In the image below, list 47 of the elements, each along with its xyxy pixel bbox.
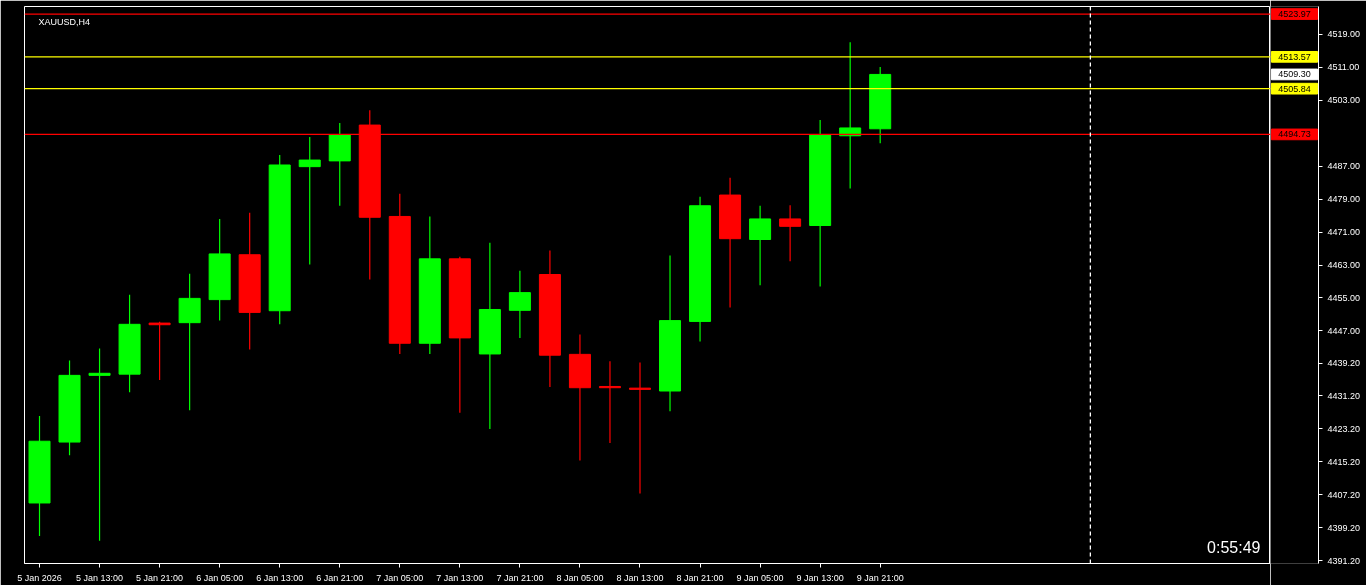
y-tick-label: 4463.00 bbox=[1327, 260, 1361, 271]
candlestick bbox=[88, 348, 111, 542]
candlestick bbox=[598, 360, 621, 444]
y-tick-label: 4447.00 bbox=[1327, 325, 1361, 336]
candlestick bbox=[749, 205, 772, 286]
y-tick-label: 4415.20 bbox=[1327, 456, 1361, 467]
x-tick-label: 6 Jan 05:00 bbox=[196, 572, 244, 583]
ref-line-label: 4494.73 bbox=[1278, 129, 1311, 140]
annotation: 0:55:49 bbox=[1207, 538, 1261, 556]
x-tick-label: 7 Jan 05:00 bbox=[376, 572, 424, 583]
x-tick-label: 8 Jan 05:00 bbox=[556, 572, 604, 583]
x-tick-label: 6 Jan 21:00 bbox=[316, 572, 364, 583]
ref-line-label: 4505.84 bbox=[1278, 83, 1311, 94]
candlestick bbox=[148, 321, 171, 381]
candlestick bbox=[298, 136, 321, 266]
text: XAUUSD,H4 bbox=[38, 16, 91, 27]
candlestick bbox=[628, 362, 651, 495]
x-tick-label: 9 Jan 21:00 bbox=[856, 572, 904, 583]
candlestick bbox=[779, 204, 802, 262]
x-tick-label: 7 Jan 13:00 bbox=[436, 572, 484, 583]
y-tick-label: 4487.00 bbox=[1327, 161, 1361, 172]
x-tick-label: 9 Jan 05:00 bbox=[736, 572, 784, 583]
x-tick-label: 6 Jan 13:00 bbox=[256, 572, 304, 583]
x-tick-label: 8 Jan 21:00 bbox=[676, 572, 724, 583]
candlestick bbox=[839, 41, 862, 190]
text: 4509.30 bbox=[1278, 69, 1311, 80]
y-tick-label: 4519.00 bbox=[1327, 29, 1361, 40]
ref-line-label: 4513.57 bbox=[1278, 51, 1311, 62]
x-tick-label: 5 Jan 13:00 bbox=[76, 572, 124, 583]
y-tick-label: 4423.20 bbox=[1327, 423, 1361, 434]
x-tick-label: 7 Jan 21:00 bbox=[496, 572, 544, 583]
y-tick-label: 4391.20 bbox=[1327, 555, 1361, 566]
y-tick-label: 4407.20 bbox=[1327, 489, 1361, 500]
x-tick-label: 9 Jan 13:00 bbox=[796, 572, 844, 583]
y-tick-label: 4439.20 bbox=[1327, 358, 1361, 369]
y-tick-label: 4479.00 bbox=[1327, 194, 1361, 205]
x-tick-label: 5 Jan 2026 bbox=[17, 572, 62, 583]
y-tick-label: 4471.00 bbox=[1327, 227, 1361, 238]
y-tick-label: 4399.20 bbox=[1327, 522, 1361, 533]
candlestick bbox=[508, 270, 531, 339]
y-tick-label: 4511.00 bbox=[1327, 62, 1360, 73]
ref-line-label: 4523.97 bbox=[1278, 9, 1311, 20]
y-tick-label: 4503.00 bbox=[1327, 95, 1361, 106]
x-tick-label: 5 Jan 21:00 bbox=[136, 572, 184, 583]
x-tick-label: 8 Jan 13:00 bbox=[616, 572, 664, 583]
y-tick-label: 4431.20 bbox=[1327, 390, 1361, 401]
y-tick-label: 4455.00 bbox=[1327, 292, 1361, 303]
